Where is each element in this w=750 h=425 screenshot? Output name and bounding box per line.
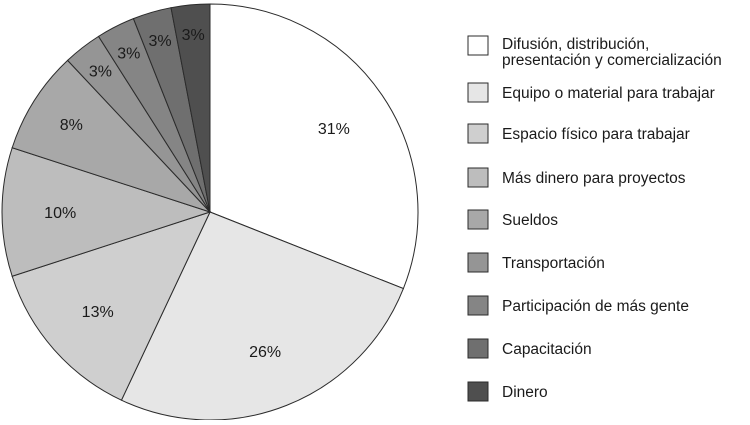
legend-swatch xyxy=(467,295,489,316)
pie-slice xyxy=(170,3,211,213)
pie-slice xyxy=(11,59,211,213)
slice-value-label: 3% xyxy=(117,46,140,63)
legend-swatch xyxy=(467,381,489,402)
slice-value-label: 13% xyxy=(82,304,114,321)
pie-slice xyxy=(120,211,405,421)
legend-swatch xyxy=(467,209,489,230)
pie-slice xyxy=(1,147,212,277)
legend-label: Difusión, distribución, presentación y co… xyxy=(502,36,722,69)
legend-label: Espacio físico para trabajar xyxy=(502,126,690,143)
pie-slice xyxy=(11,211,211,401)
legend-label: Transportación xyxy=(502,255,605,272)
slice-value-label: 26% xyxy=(249,344,281,361)
slice-value-label: 10% xyxy=(44,205,76,222)
legend-label: Dinero xyxy=(502,384,548,401)
legend-label: Equipo o material para trabajar xyxy=(502,85,715,102)
legend-swatch xyxy=(467,338,489,359)
legend-swatch xyxy=(467,35,489,56)
legend-label: Sueldos xyxy=(502,212,558,229)
pie-slices xyxy=(1,3,419,421)
slice-value-label: 3% xyxy=(89,64,112,81)
slice-value-label: 3% xyxy=(149,33,172,50)
legend-swatch xyxy=(467,252,489,273)
slice-value-label: 8% xyxy=(60,117,83,134)
legend-label: Capacitación xyxy=(502,341,592,358)
pie-slice xyxy=(209,3,419,290)
slice-value-label: 3% xyxy=(182,27,205,44)
legend-label: Participación de más gente xyxy=(502,298,689,315)
slice-value-label: 31% xyxy=(318,121,350,138)
legend-swatch xyxy=(467,82,489,103)
legend-swatch xyxy=(467,167,489,188)
legend: Difusión, distribución, presentación y co… xyxy=(467,35,722,402)
legend-swatch xyxy=(467,123,489,144)
pie-value-labels: 31% 26% 13% 10% 8% 3% 3% 3% 3% xyxy=(44,27,350,361)
legend-label: Más dinero para proyectos xyxy=(502,170,686,187)
